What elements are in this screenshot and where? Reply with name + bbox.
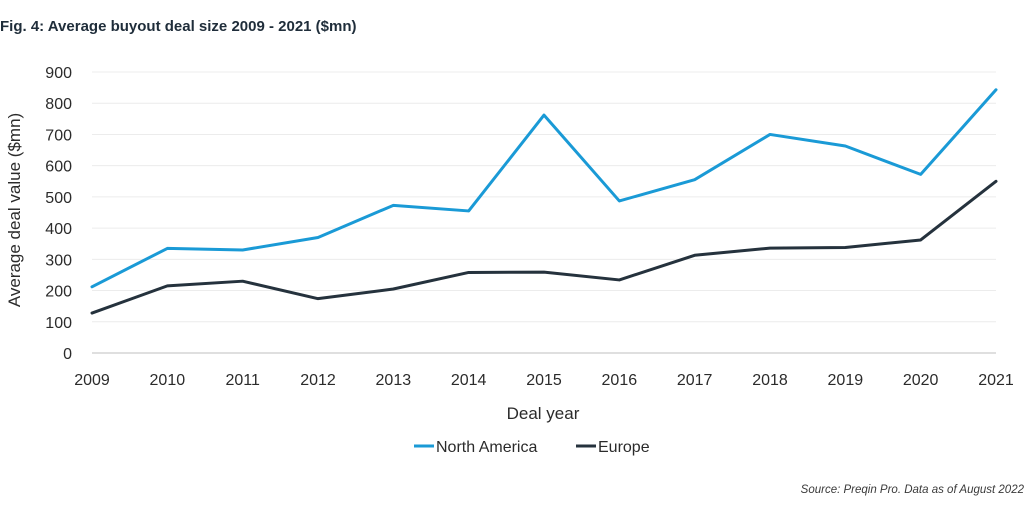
y-tick-label: 900 [45,65,72,82]
x-tick-label: 2020 [903,372,939,389]
x-tick-label: 2018 [752,372,788,389]
series-line-north-america [90,88,998,289]
x-tick-label: 2009 [74,372,110,389]
y-tick-label: 700 [45,127,72,144]
legend-label-north-america: North America [436,439,537,456]
legend-label-europe: Europe [598,439,650,456]
x-tick-label: 2019 [828,372,864,389]
x-tick-label: 2013 [376,372,412,389]
x-axis-title: Deal year [507,404,580,423]
x-tick-label: 2017 [677,372,713,389]
y-axis-title: Average deal value ($mn) [5,113,24,307]
x-tick-label: 2012 [300,372,336,389]
y-tick-label: 600 [45,159,72,176]
figure-title: Fig. 4: Average buyout deal size 2009 - … [0,18,357,35]
x-tick-label: 2021 [978,372,1014,389]
y-tick-label: 100 [45,315,72,332]
x-tick-label: 2010 [150,372,186,389]
series-line-europe [90,179,998,315]
y-tick-label: 0 [63,346,72,363]
x-tick-label: 2011 [225,372,260,389]
y-tick-label: 200 [45,284,72,301]
y-tick-label: 500 [45,190,72,207]
x-tick-label: 2016 [602,372,638,389]
x-tick-label: 2014 [451,372,487,389]
gridlines [92,71,996,323]
legend: North America Europe [414,439,650,456]
x-axis-ticks: 2009 2010 2011 2012 2013 2014 2015 2016 2017 2018… [74,372,1014,389]
y-tick-label: 300 [45,252,72,269]
series [90,88,998,315]
x-tick-label: 2015 [526,372,562,389]
y-tick-label: 400 [45,221,72,238]
y-tick-label: 800 [45,96,72,113]
y-axis-ticks: 0 100 200 300 400 500 600 700 800 900 [45,65,72,363]
source-note: Source: Preqin Pro. Data as of August 20… [800,484,1024,496]
